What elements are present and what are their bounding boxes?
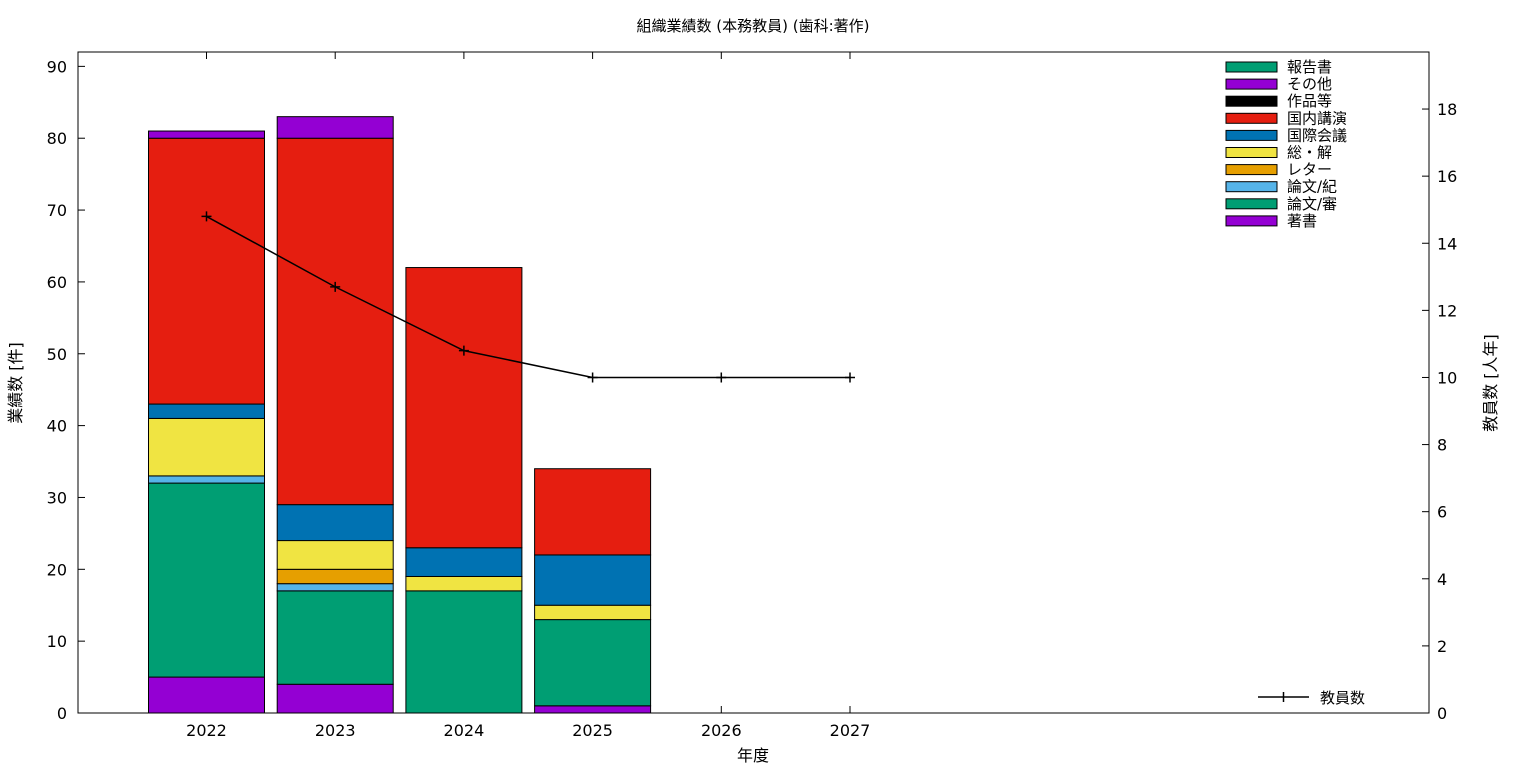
bar-segment <box>276 583 394 592</box>
legend-label: 論文/審 <box>1287 195 1337 213</box>
bar-segment <box>148 403 265 419</box>
legend-label: 著書 <box>1287 212 1317 230</box>
y2-tick-label: 10 <box>1437 368 1457 387</box>
y2-tick-label: 4 <box>1437 570 1447 589</box>
y2-tick-label: 12 <box>1437 301 1457 320</box>
x-axis-label: 年度 <box>737 746 769 765</box>
bar-segment <box>405 267 523 549</box>
legend-swatch <box>1225 181 1278 193</box>
chart-title: 組織業績数 (本務教員) (歯科:著作) <box>637 17 870 35</box>
legend-label: その他 <box>1287 75 1332 93</box>
y2-tick-label: 8 <box>1437 436 1447 455</box>
legend-swatch <box>1225 78 1278 90</box>
y-axis-label: 業績数 [件] <box>6 342 25 424</box>
line-point-marker <box>845 372 855 383</box>
y-tick-label: 60 <box>47 273 67 292</box>
y-tick-label: 50 <box>47 345 67 364</box>
legend-label: 国際会議 <box>1287 126 1347 144</box>
legend-swatch <box>1225 198 1278 210</box>
bar-segment <box>534 619 652 707</box>
bar-segment <box>148 130 265 139</box>
bar-segment <box>276 504 394 542</box>
line-point-marker <box>201 211 212 222</box>
y-tick-label: 20 <box>47 560 67 579</box>
bar-segment <box>276 116 394 139</box>
legend-label: 報告書 <box>1287 58 1332 76</box>
bar-segment <box>405 590 523 714</box>
y-tick-label: 70 <box>47 201 67 220</box>
x-tick-label: 2025 <box>572 721 613 740</box>
bar-segment <box>148 676 265 714</box>
x-tick-label: 2022 <box>186 721 227 740</box>
x-tick-label: 2027 <box>830 721 871 740</box>
y-tick-label: 80 <box>47 129 67 148</box>
x-tick-label: 2024 <box>444 721 485 740</box>
line-point-marker <box>587 372 598 383</box>
y-tick-label: 40 <box>47 417 67 436</box>
bar-segment <box>276 683 394 714</box>
bar-segment <box>534 705 652 714</box>
x-tick-label: 2026 <box>701 721 742 740</box>
y2-tick-label: 18 <box>1437 100 1457 119</box>
bar-segment <box>534 468 652 556</box>
line-teachers <box>206 215 850 379</box>
legend-label: 教員数 <box>1320 689 1365 707</box>
bar-segment <box>148 137 265 405</box>
legend-label: 国内講演 <box>1287 109 1347 127</box>
y-tick-label: 10 <box>47 632 67 651</box>
legend-swatch <box>1225 95 1278 107</box>
line-point-marker <box>458 345 469 356</box>
y2-tick-label: 0 <box>1437 704 1447 723</box>
bar-segment <box>405 547 523 577</box>
legend-swatch <box>1225 215 1278 227</box>
legend-label: 総・解 <box>1287 144 1332 162</box>
bar-segment <box>148 482 265 678</box>
bar-segment <box>148 475 265 484</box>
legend-swatch <box>1225 147 1278 158</box>
y-tick-label: 90 <box>47 57 67 76</box>
legend-label: 論文/紀 <box>1287 178 1337 196</box>
y2-tick-label: 2 <box>1437 637 1447 656</box>
bar-segment <box>276 568 394 585</box>
bar-segment <box>276 590 394 685</box>
bar-segment <box>405 575 523 592</box>
bar-segment <box>534 604 652 621</box>
y-tick-label: 30 <box>47 488 67 507</box>
y2-tick-label: 6 <box>1437 503 1447 522</box>
line-point-marker <box>716 372 727 383</box>
bar-segment <box>276 137 394 506</box>
legend-swatch <box>1225 129 1278 141</box>
bar-segment <box>276 540 394 570</box>
legend-swatch <box>1225 112 1278 124</box>
bar-segment <box>148 417 265 477</box>
y2-tick-label: 14 <box>1437 234 1457 253</box>
legend-label: レター <box>1287 161 1332 179</box>
line-point-marker <box>330 281 341 292</box>
y-tick-label: 0 <box>57 704 67 723</box>
x-tick-label: 2023 <box>315 721 356 740</box>
y2-tick-label: 16 <box>1437 167 1457 186</box>
legend-swatch <box>1225 61 1278 73</box>
legend-swatch <box>1225 164 1278 176</box>
plot-area: 0 10 20 30 40 50 60 70 80 90 0 2 4 6 8 10 12 14 16 18 2022 20… <box>47 52 1457 740</box>
plot-frame <box>77 51 1430 714</box>
y2-axis-label: 教員数 [人年] <box>1481 334 1500 432</box>
legend-label: 作品等 <box>1287 92 1332 110</box>
bar-segment <box>534 554 652 606</box>
